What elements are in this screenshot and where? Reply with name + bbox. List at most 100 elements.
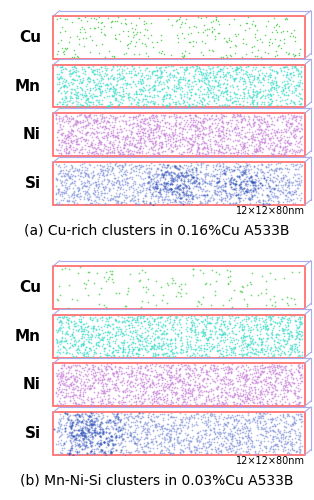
Point (175, 16, 180, 24)
Point (224, 392, 229, 400)
Point (85, 330, 90, 338)
Point (69, 54, 74, 62)
Point (212, 291, 217, 299)
Point (295, 333, 300, 341)
Point (200, 376, 205, 384)
Point (154, 389, 159, 397)
Point (75, 366, 80, 374)
Point (97, 66, 102, 74)
Point (155, 127, 160, 135)
Point (162, 184, 167, 192)
Point (132, 422, 137, 430)
Point (84, 116, 89, 124)
Point (199, 190, 204, 198)
Point (95, 74, 100, 82)
Point (287, 86, 292, 94)
Point (196, 117, 201, 125)
Point (89, 400, 94, 408)
Point (108, 100, 113, 108)
Point (169, 421, 174, 429)
Point (56, 162, 61, 170)
Point (211, 146, 216, 154)
Point (263, 432, 268, 440)
Point (295, 400, 300, 408)
Point (244, 393, 249, 401)
Point (251, 63, 256, 71)
Point (137, 87, 142, 95)
Point (63, 130, 68, 138)
Point (268, 85, 273, 93)
Point (237, 426, 242, 434)
Point (294, 82, 299, 90)
Point (167, 436, 172, 444)
Point (76, 182, 81, 190)
Point (144, 126, 149, 134)
Point (274, 333, 279, 341)
Point (208, 88, 213, 96)
Point (132, 192, 137, 200)
Point (105, 164, 110, 172)
Point (198, 198, 203, 206)
Point (154, 86, 159, 94)
Point (165, 376, 170, 384)
Point (286, 330, 291, 338)
Point (129, 349, 134, 357)
Point (167, 94, 172, 102)
Point (86, 415, 91, 423)
Point (86, 118, 91, 126)
Point (227, 199, 232, 207)
Point (151, 116, 156, 124)
Point (203, 426, 208, 434)
Point (252, 318, 257, 326)
Point (116, 414, 121, 422)
Point (212, 425, 217, 433)
Point (188, 62, 193, 70)
Point (201, 326, 206, 334)
Point (191, 173, 196, 181)
Point (275, 88, 280, 96)
Point (69, 378, 74, 386)
Point (290, 190, 295, 198)
Point (221, 428, 226, 436)
Point (253, 130, 258, 138)
Point (154, 128, 159, 136)
Point (212, 116, 217, 124)
Point (236, 391, 241, 399)
Point (250, 180, 255, 188)
Point (145, 332, 150, 340)
Point (224, 346, 229, 354)
Point (283, 88, 288, 96)
Point (65, 183, 70, 191)
Point (151, 335, 156, 343)
Point (165, 164, 170, 172)
Point (231, 74, 236, 82)
Point (175, 434, 180, 442)
Point (164, 334, 169, 342)
Point (179, 336, 184, 344)
Point (280, 384, 285, 392)
Point (188, 161, 193, 169)
Point (128, 182, 133, 190)
Point (108, 148, 113, 156)
Point (130, 123, 135, 131)
Point (111, 440, 116, 448)
Point (133, 142, 138, 150)
Point (253, 145, 258, 153)
Point (258, 382, 263, 390)
Point (172, 88, 177, 96)
Point (188, 190, 193, 198)
Point (219, 148, 224, 156)
Point (210, 118, 215, 126)
Point (178, 350, 183, 358)
Text: Si: Si (25, 176, 41, 191)
Point (295, 430, 300, 438)
Point (64, 76, 69, 84)
Point (160, 320, 165, 328)
Point (232, 322, 237, 330)
Point (171, 176, 176, 184)
Point (109, 178, 114, 186)
Point (140, 284, 145, 292)
Point (78, 110, 83, 118)
Point (297, 160, 302, 168)
Point (81, 340, 86, 347)
